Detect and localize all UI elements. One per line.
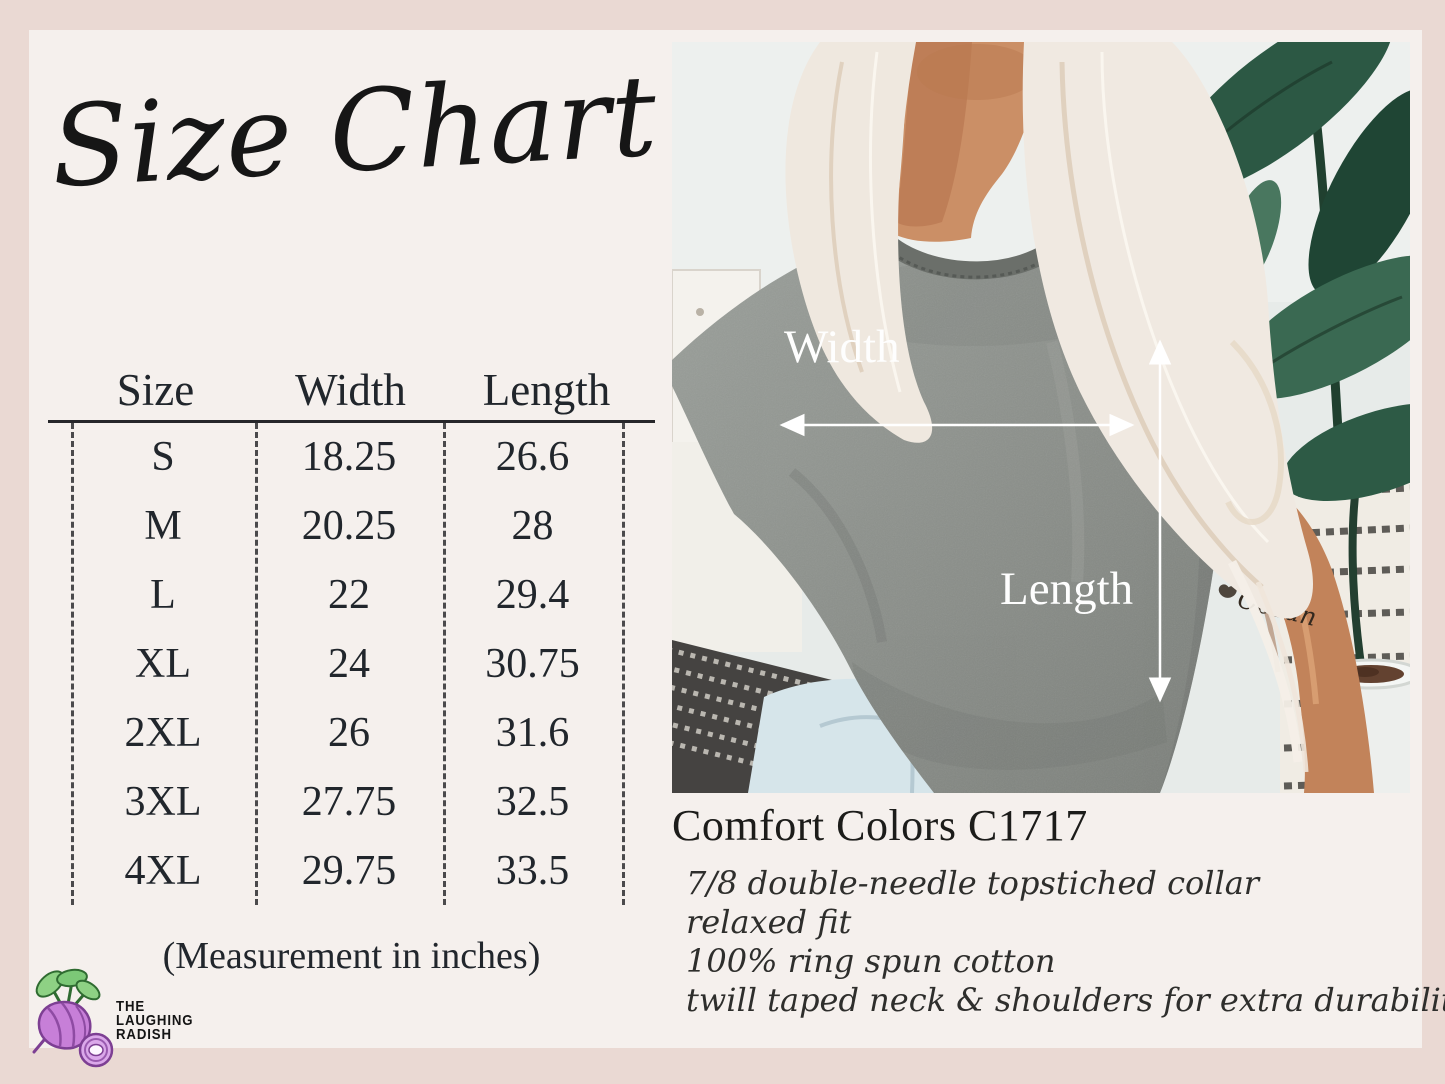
cell-size: 3XL [124, 778, 202, 825]
cell-length: 29.4 [495, 572, 570, 619]
cell-size: 2XL [124, 709, 202, 756]
width-label: Width [784, 321, 900, 373]
cell-size: M [144, 503, 182, 550]
cell-size: 4XL [124, 847, 202, 894]
product-feature: twill taped neck & shoulders for extra d… [686, 981, 1445, 1019]
cell-width: 20.25 [301, 503, 397, 550]
cell-length: 32.5 [495, 778, 570, 825]
table-grid-line [71, 423, 74, 905]
table-grid-line [622, 423, 625, 905]
model-photo-illustration: Océan Width Length [672, 42, 1410, 793]
tattoo-rose-icon [1218, 584, 1237, 598]
table-grid-line [443, 423, 446, 905]
brand-line: RADISH [116, 1026, 172, 1043]
product-photo: Océan Width Length [672, 42, 1410, 793]
product-feature: 100% ring spun cotton [686, 942, 1056, 980]
product-name: Comfort Colors C1717 [672, 801, 1088, 850]
cell-size: L [150, 572, 176, 619]
cell-length: 33.5 [495, 847, 570, 894]
table-grid-line [255, 423, 258, 905]
column-header-width: Width [295, 365, 406, 415]
model-neck [894, 42, 1044, 242]
table-row: L 22 29.4 [71, 561, 655, 630]
column-header-size: Size [116, 365, 195, 415]
cell-width: 29.75 [301, 847, 397, 894]
table-row: XL 24 30.75 [71, 630, 655, 699]
table-row: M 20.25 28 [71, 492, 655, 561]
cell-width: 18.25 [301, 434, 397, 481]
brand-logo: THE LAUGHING RADISH [24, 968, 264, 1080]
product-features: 7/8 double-needle topstiched collar rela… [686, 864, 1445, 1020]
brand-line: THE [116, 998, 146, 1015]
measurement-note: (Measurement in inches) [162, 935, 541, 977]
radish-icon [32, 968, 114, 1068]
cell-width: 26 [328, 709, 370, 756]
cell-length: 28 [511, 503, 554, 550]
model-hair [785, 42, 1314, 773]
size-chart-table: Size Width Length S 18.25 26.6 M 20.25 2… [48, 348, 655, 905]
cell-width: 22 [328, 572, 370, 619]
measurement-annotations: Width Length [779, 321, 1172, 703]
brand-name: THE LAUGHING RADISH [116, 998, 194, 1043]
page-title: Size Chart [48, 51, 661, 213]
brand-line: LAUGHING [116, 1012, 194, 1029]
length-label: Length [1000, 563, 1133, 615]
table-body: S 18.25 26.6 M 20.25 28 L 22 29.4 XL 24 … [48, 423, 655, 905]
table-header-row: Size Width Length [48, 348, 655, 423]
cell-length: 31.6 [495, 709, 570, 756]
product-feature: relaxed fit [686, 903, 852, 941]
cell-width: 24 [328, 641, 370, 687]
cell-width: 27.75 [301, 778, 397, 825]
table-row: 4XL 29.75 33.5 [71, 836, 655, 905]
table-row: 2XL 26 31.6 [71, 698, 655, 767]
cell-size: XL [135, 641, 191, 687]
cell-length: 30.75 [485, 641, 580, 687]
column-header-length: Length [482, 365, 611, 415]
cell-length: 26.6 [495, 434, 570, 481]
table-row: S 18.25 26.6 [71, 423, 655, 492]
product-feature: 7/8 double-needle topstiched collar [686, 864, 1260, 902]
table-row: 3XL 27.75 32.5 [71, 767, 655, 836]
cell-size: S [151, 434, 175, 481]
